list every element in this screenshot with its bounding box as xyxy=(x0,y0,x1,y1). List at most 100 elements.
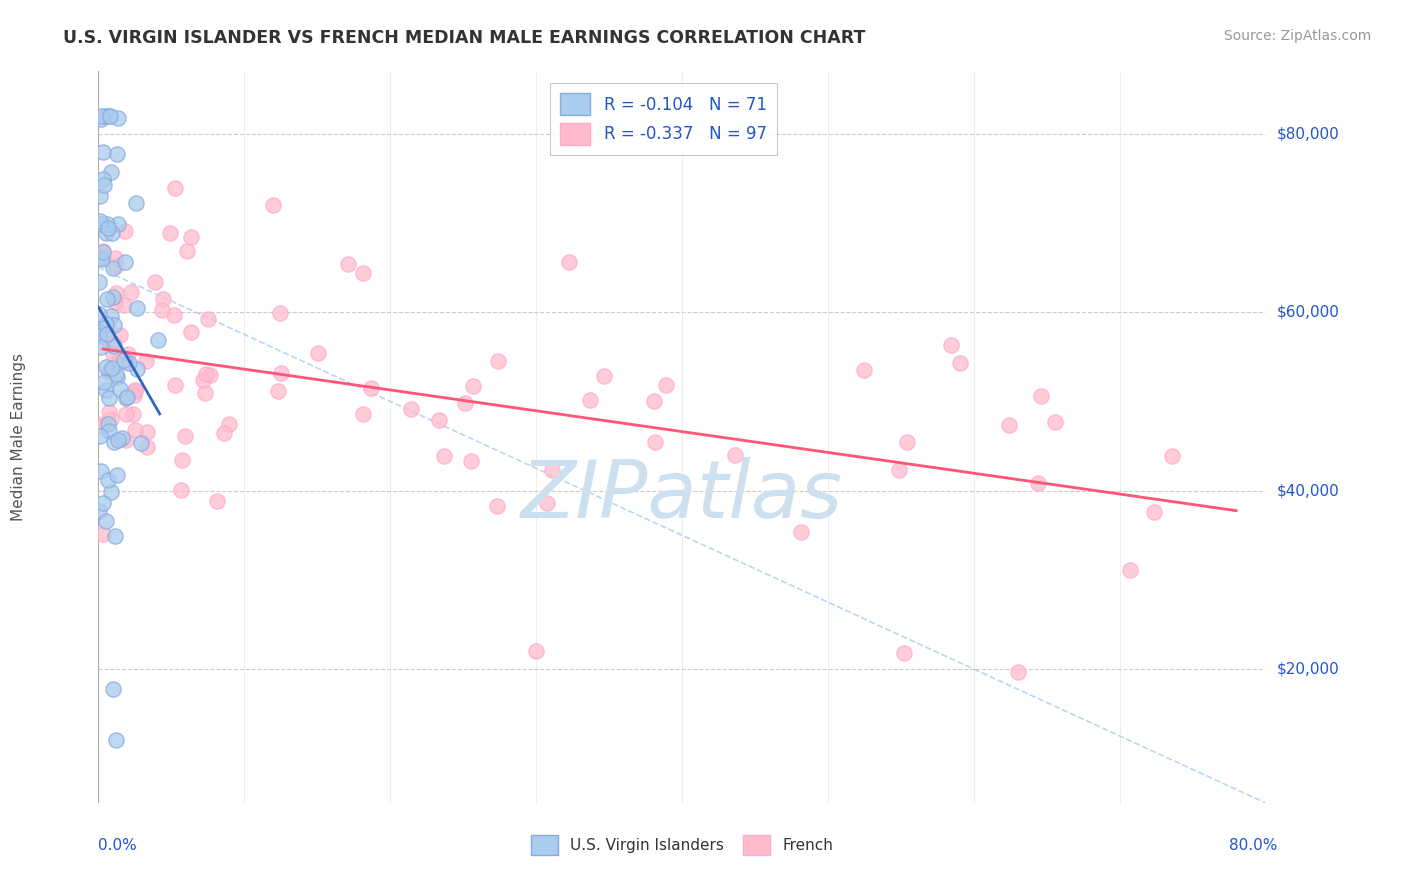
Point xyxy=(122,388,145,402)
Point xyxy=(115,390,138,404)
Point xyxy=(352,266,374,280)
Point xyxy=(89,275,111,289)
Point xyxy=(486,499,509,513)
Point xyxy=(100,364,122,378)
Point xyxy=(107,111,129,125)
Point xyxy=(163,308,186,322)
Point xyxy=(205,494,228,508)
Point xyxy=(101,681,124,696)
Point xyxy=(89,329,111,343)
Point xyxy=(90,251,112,265)
Point xyxy=(558,255,581,269)
Point xyxy=(90,109,112,123)
Point xyxy=(129,436,152,450)
Point xyxy=(89,213,111,227)
Text: Median Male Earnings: Median Male Earnings xyxy=(11,353,25,521)
Point xyxy=(100,412,122,426)
Point xyxy=(135,440,157,454)
Point xyxy=(949,356,972,370)
Point xyxy=(150,303,173,318)
Text: $40,000: $40,000 xyxy=(1277,483,1340,498)
Point xyxy=(121,285,143,299)
Point xyxy=(97,316,120,330)
Point xyxy=(998,418,1021,433)
Point xyxy=(352,407,374,421)
Point xyxy=(104,295,127,310)
Point xyxy=(100,484,122,499)
Point xyxy=(103,290,125,304)
Point xyxy=(96,292,118,306)
Point xyxy=(1007,665,1029,680)
Point xyxy=(461,378,484,392)
Point xyxy=(896,434,918,449)
Point xyxy=(579,393,602,408)
Point xyxy=(644,434,666,449)
Point xyxy=(94,383,117,397)
Point xyxy=(98,109,121,123)
Point xyxy=(91,419,114,434)
Point xyxy=(107,217,129,231)
Point xyxy=(218,417,240,432)
Point xyxy=(307,346,329,360)
Point xyxy=(159,226,181,240)
Point xyxy=(89,325,111,339)
Point xyxy=(89,504,111,518)
Point xyxy=(89,307,111,321)
Point xyxy=(101,261,124,276)
Point xyxy=(165,181,187,195)
Point xyxy=(115,433,138,447)
Point xyxy=(115,407,138,421)
Point xyxy=(1026,476,1049,491)
Point xyxy=(1161,449,1184,463)
Point xyxy=(1043,415,1066,429)
Point xyxy=(643,393,665,408)
Point xyxy=(97,417,120,431)
Text: $20,000: $20,000 xyxy=(1277,662,1340,676)
Point xyxy=(105,356,128,370)
Point xyxy=(101,346,124,360)
Point xyxy=(269,306,291,320)
Point xyxy=(939,338,962,352)
Point xyxy=(93,375,115,389)
Point xyxy=(115,354,138,368)
Point xyxy=(90,464,112,478)
Point xyxy=(104,733,127,747)
Point xyxy=(180,326,202,340)
Point xyxy=(90,112,112,126)
Point xyxy=(96,317,118,331)
Point xyxy=(104,251,127,265)
Point xyxy=(96,327,118,342)
Point xyxy=(145,275,167,289)
Point xyxy=(453,396,475,410)
Point xyxy=(89,189,111,203)
Point xyxy=(194,386,217,401)
Point xyxy=(194,367,217,381)
Point xyxy=(887,463,910,477)
Point xyxy=(107,433,129,447)
Point xyxy=(110,382,132,396)
Point xyxy=(1031,389,1053,403)
Point xyxy=(593,369,616,384)
Point xyxy=(91,245,114,260)
Text: 0.0%: 0.0% xyxy=(98,838,138,854)
Point xyxy=(91,172,114,186)
Point xyxy=(94,360,117,375)
Point xyxy=(118,356,141,370)
Point xyxy=(91,327,114,342)
Point xyxy=(105,467,128,482)
Point xyxy=(724,448,747,462)
Point xyxy=(91,417,114,431)
Point xyxy=(135,353,157,368)
Point xyxy=(112,352,135,367)
Point xyxy=(94,109,117,123)
Point xyxy=(336,257,359,271)
Text: ZIPatlas: ZIPatlas xyxy=(520,457,844,534)
Text: Source: ZipAtlas.com: Source: ZipAtlas.com xyxy=(1223,29,1371,43)
Point xyxy=(127,301,149,315)
Point xyxy=(98,109,121,123)
Point xyxy=(136,425,159,440)
Point xyxy=(262,198,284,212)
Point xyxy=(165,378,187,392)
Point xyxy=(170,483,193,497)
Point xyxy=(93,178,115,192)
